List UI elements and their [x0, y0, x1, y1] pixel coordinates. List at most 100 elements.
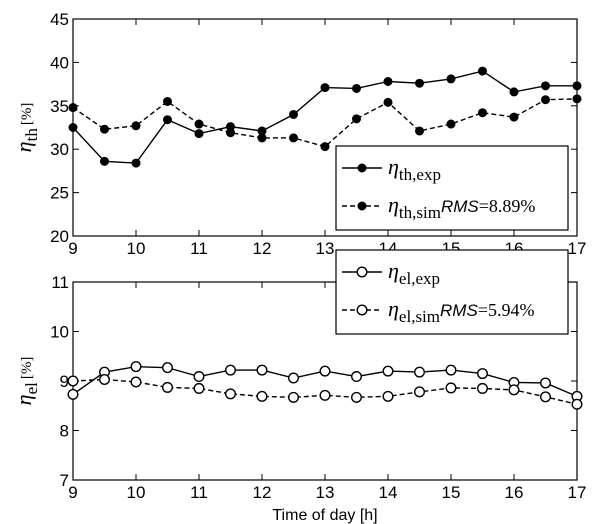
- data-point: [508, 384, 520, 396]
- x-tick-label: 17: [568, 239, 587, 258]
- data-point: [224, 364, 236, 376]
- y-axis-label-sub: th: [22, 128, 41, 142]
- data-point: [67, 388, 79, 400]
- x-tick-label: 10: [127, 239, 146, 258]
- legend-symbol: η: [388, 258, 399, 283]
- x-tick-label: 11: [190, 239, 208, 258]
- y-tick-label: 35: [50, 97, 69, 116]
- data-point: [68, 103, 78, 113]
- data-point: [351, 371, 363, 383]
- data-point: [509, 87, 519, 97]
- legend-box: [335, 145, 569, 231]
- data-point: [162, 115, 172, 125]
- data-point: [225, 128, 235, 138]
- legend-swatch-marker: [357, 201, 367, 211]
- data-point: [131, 158, 141, 168]
- y-axis-label: ηth [%]: [11, 103, 41, 153]
- legend-entry: ηth,simRMS=8.89%: [388, 192, 535, 222]
- legend-entry: ηth,exp: [388, 154, 441, 184]
- y-tick-label: 10: [50, 323, 69, 342]
- series-line: [72, 378, 578, 405]
- data-point: [131, 121, 141, 131]
- data-point: [509, 112, 519, 122]
- data-point: [382, 365, 394, 377]
- data-point: [256, 390, 268, 402]
- legend-rms-label: RMS: [440, 301, 478, 320]
- data-point: [478, 66, 488, 76]
- data-point: [351, 391, 363, 403]
- legend-swatch-marker: [356, 266, 368, 278]
- legend-sub: el,exp: [399, 269, 440, 288]
- y-tick-label: 40: [50, 53, 69, 72]
- data-point: [257, 133, 267, 143]
- series-2: [67, 374, 583, 410]
- legend: ηel,exp ηel,simRMS=5.94%: [335, 249, 569, 335]
- data-point: [352, 114, 362, 124]
- legend-rms-value: =8.89%: [479, 196, 536, 216]
- chart-panel-1: 9 10 11 12 13 14 15 16 17202530354045ηth[%]ηth,e…: [11, 10, 586, 258]
- y-axis-label: ηel [%]: [11, 357, 41, 406]
- data-point: [320, 142, 330, 152]
- data-point: [414, 386, 426, 398]
- data-point: [572, 81, 582, 91]
- data-point: [446, 119, 456, 129]
- data-point: [445, 364, 457, 376]
- x-tick-label: 17: [568, 483, 587, 502]
- x-axis-label: Time of day [h]: [272, 507, 377, 524]
- legend-symbol: η: [388, 296, 399, 321]
- data-point: [130, 376, 142, 388]
- data-point: [540, 377, 552, 389]
- y-axis-label-symbol: η: [11, 141, 36, 152]
- data-point: [352, 83, 362, 93]
- data-point: [319, 365, 331, 377]
- legend-rms-label: RMS: [441, 197, 479, 216]
- x-tick-label: 10: [127, 483, 146, 502]
- x-tick-label: 9: [68, 239, 77, 258]
- legend-rms-value: =5.94%: [478, 300, 535, 320]
- data-point: [193, 371, 205, 383]
- legend-symbol: η: [388, 154, 399, 179]
- data-point: [478, 108, 488, 118]
- series-2: [68, 94, 582, 152]
- series-line: [72, 98, 578, 148]
- data-point: [415, 126, 425, 136]
- y-axis-label-symbol: η: [11, 394, 36, 405]
- data-point: [194, 119, 204, 129]
- x-tick-label: 12: [253, 239, 272, 258]
- data-point: [446, 74, 456, 84]
- y-tick-label: 7: [60, 471, 69, 490]
- data-point: [541, 95, 551, 105]
- legend-sub: th,sim: [399, 203, 441, 222]
- data-point: [224, 388, 236, 400]
- data-point: [289, 109, 299, 119]
- data-point: [541, 81, 551, 91]
- data-point: [477, 368, 489, 380]
- y-tick-label: 25: [50, 184, 69, 203]
- x-tick-label: 12: [253, 483, 272, 502]
- data-point: [68, 122, 78, 132]
- data-point: [98, 374, 110, 386]
- data-point: [288, 391, 300, 403]
- data-point: [288, 372, 300, 384]
- legend-entry: ηel,simRMS=5.94%: [388, 296, 534, 326]
- y-tick-label: 30: [50, 140, 69, 159]
- data-point: [319, 389, 331, 401]
- legend-entry: ηel,exp: [388, 258, 440, 288]
- y-tick-label: 8: [60, 422, 69, 441]
- legend-box: [335, 249, 569, 335]
- data-point: [289, 133, 299, 143]
- data-point: [67, 375, 79, 387]
- legend-swatch-marker: [357, 163, 367, 173]
- legend-sub: th,exp: [399, 165, 441, 184]
- y-axis-label-sub: el: [22, 382, 41, 395]
- data-point: [256, 364, 268, 376]
- data-point: [383, 76, 393, 86]
- y-tick-label: 45: [50, 10, 69, 29]
- data-point: [99, 124, 109, 134]
- x-tick-label: 14: [379, 483, 398, 502]
- y-tick-label: 20: [50, 227, 69, 246]
- y-tick-label: 11: [51, 273, 69, 292]
- x-tick-label: 15: [442, 483, 461, 502]
